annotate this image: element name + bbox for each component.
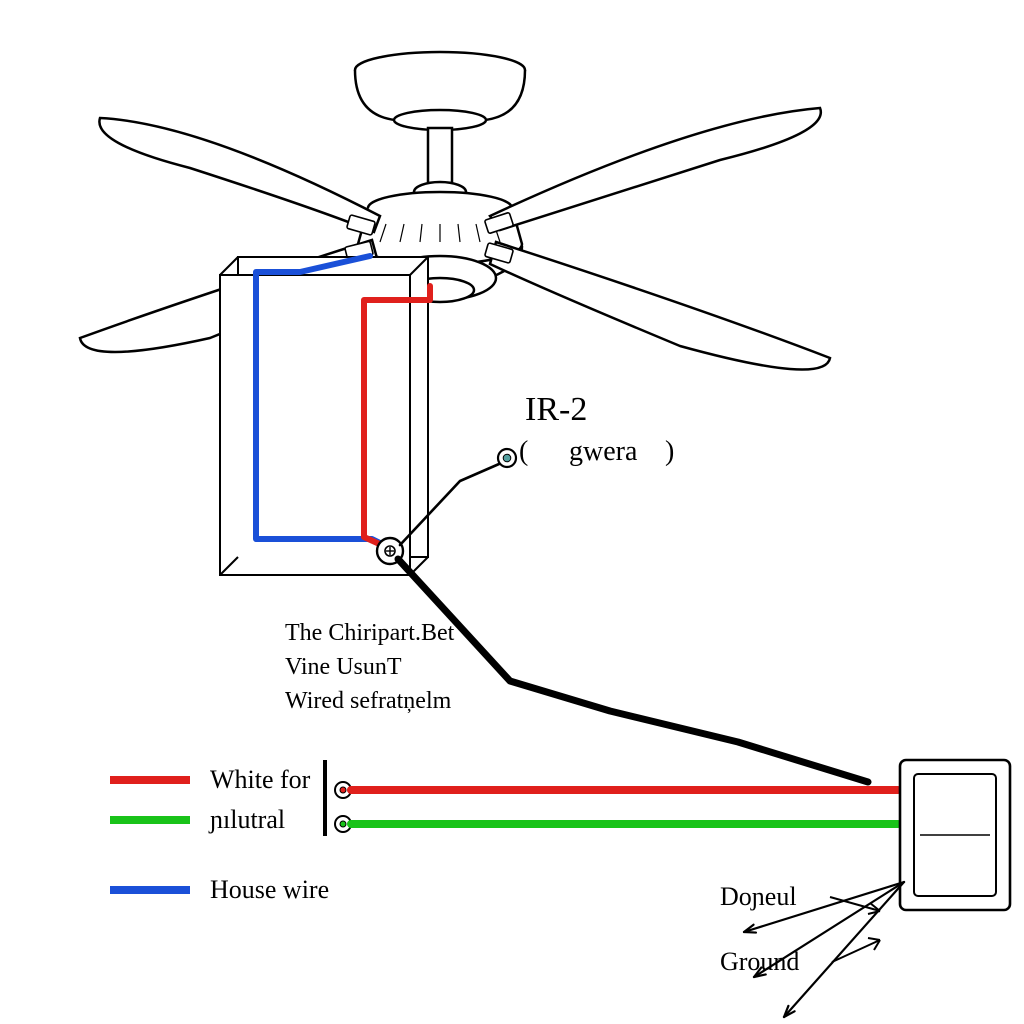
label-doneul: Doɲeul	[720, 882, 797, 911]
junction-box	[220, 257, 428, 575]
wiring-diagram: White for ɲılutral House wire IR-2 ( gwera) T…	[0, 0, 1024, 1024]
note-line: Wired sefratņelm	[285, 688, 452, 714]
legend: White for ɲılutral House wire	[110, 765, 329, 904]
legend-label: House wire	[210, 875, 329, 904]
label-ir2: IR-2	[525, 391, 587, 428]
legend-label: ɲılutral	[208, 805, 285, 834]
terminal-node	[377, 449, 868, 782]
label-ground: Ground	[720, 947, 799, 976]
label-ir2-sub3: )	[665, 436, 674, 467]
label-ir2-sub: (	[519, 436, 528, 467]
ceiling-fan	[80, 52, 830, 370]
note-line: Vine UsunT	[285, 654, 402, 680]
label-ir2-sub2: gwera	[569, 436, 638, 467]
note-line: The Chiripart.Bet	[285, 620, 455, 646]
legend-label: White for	[210, 765, 311, 794]
